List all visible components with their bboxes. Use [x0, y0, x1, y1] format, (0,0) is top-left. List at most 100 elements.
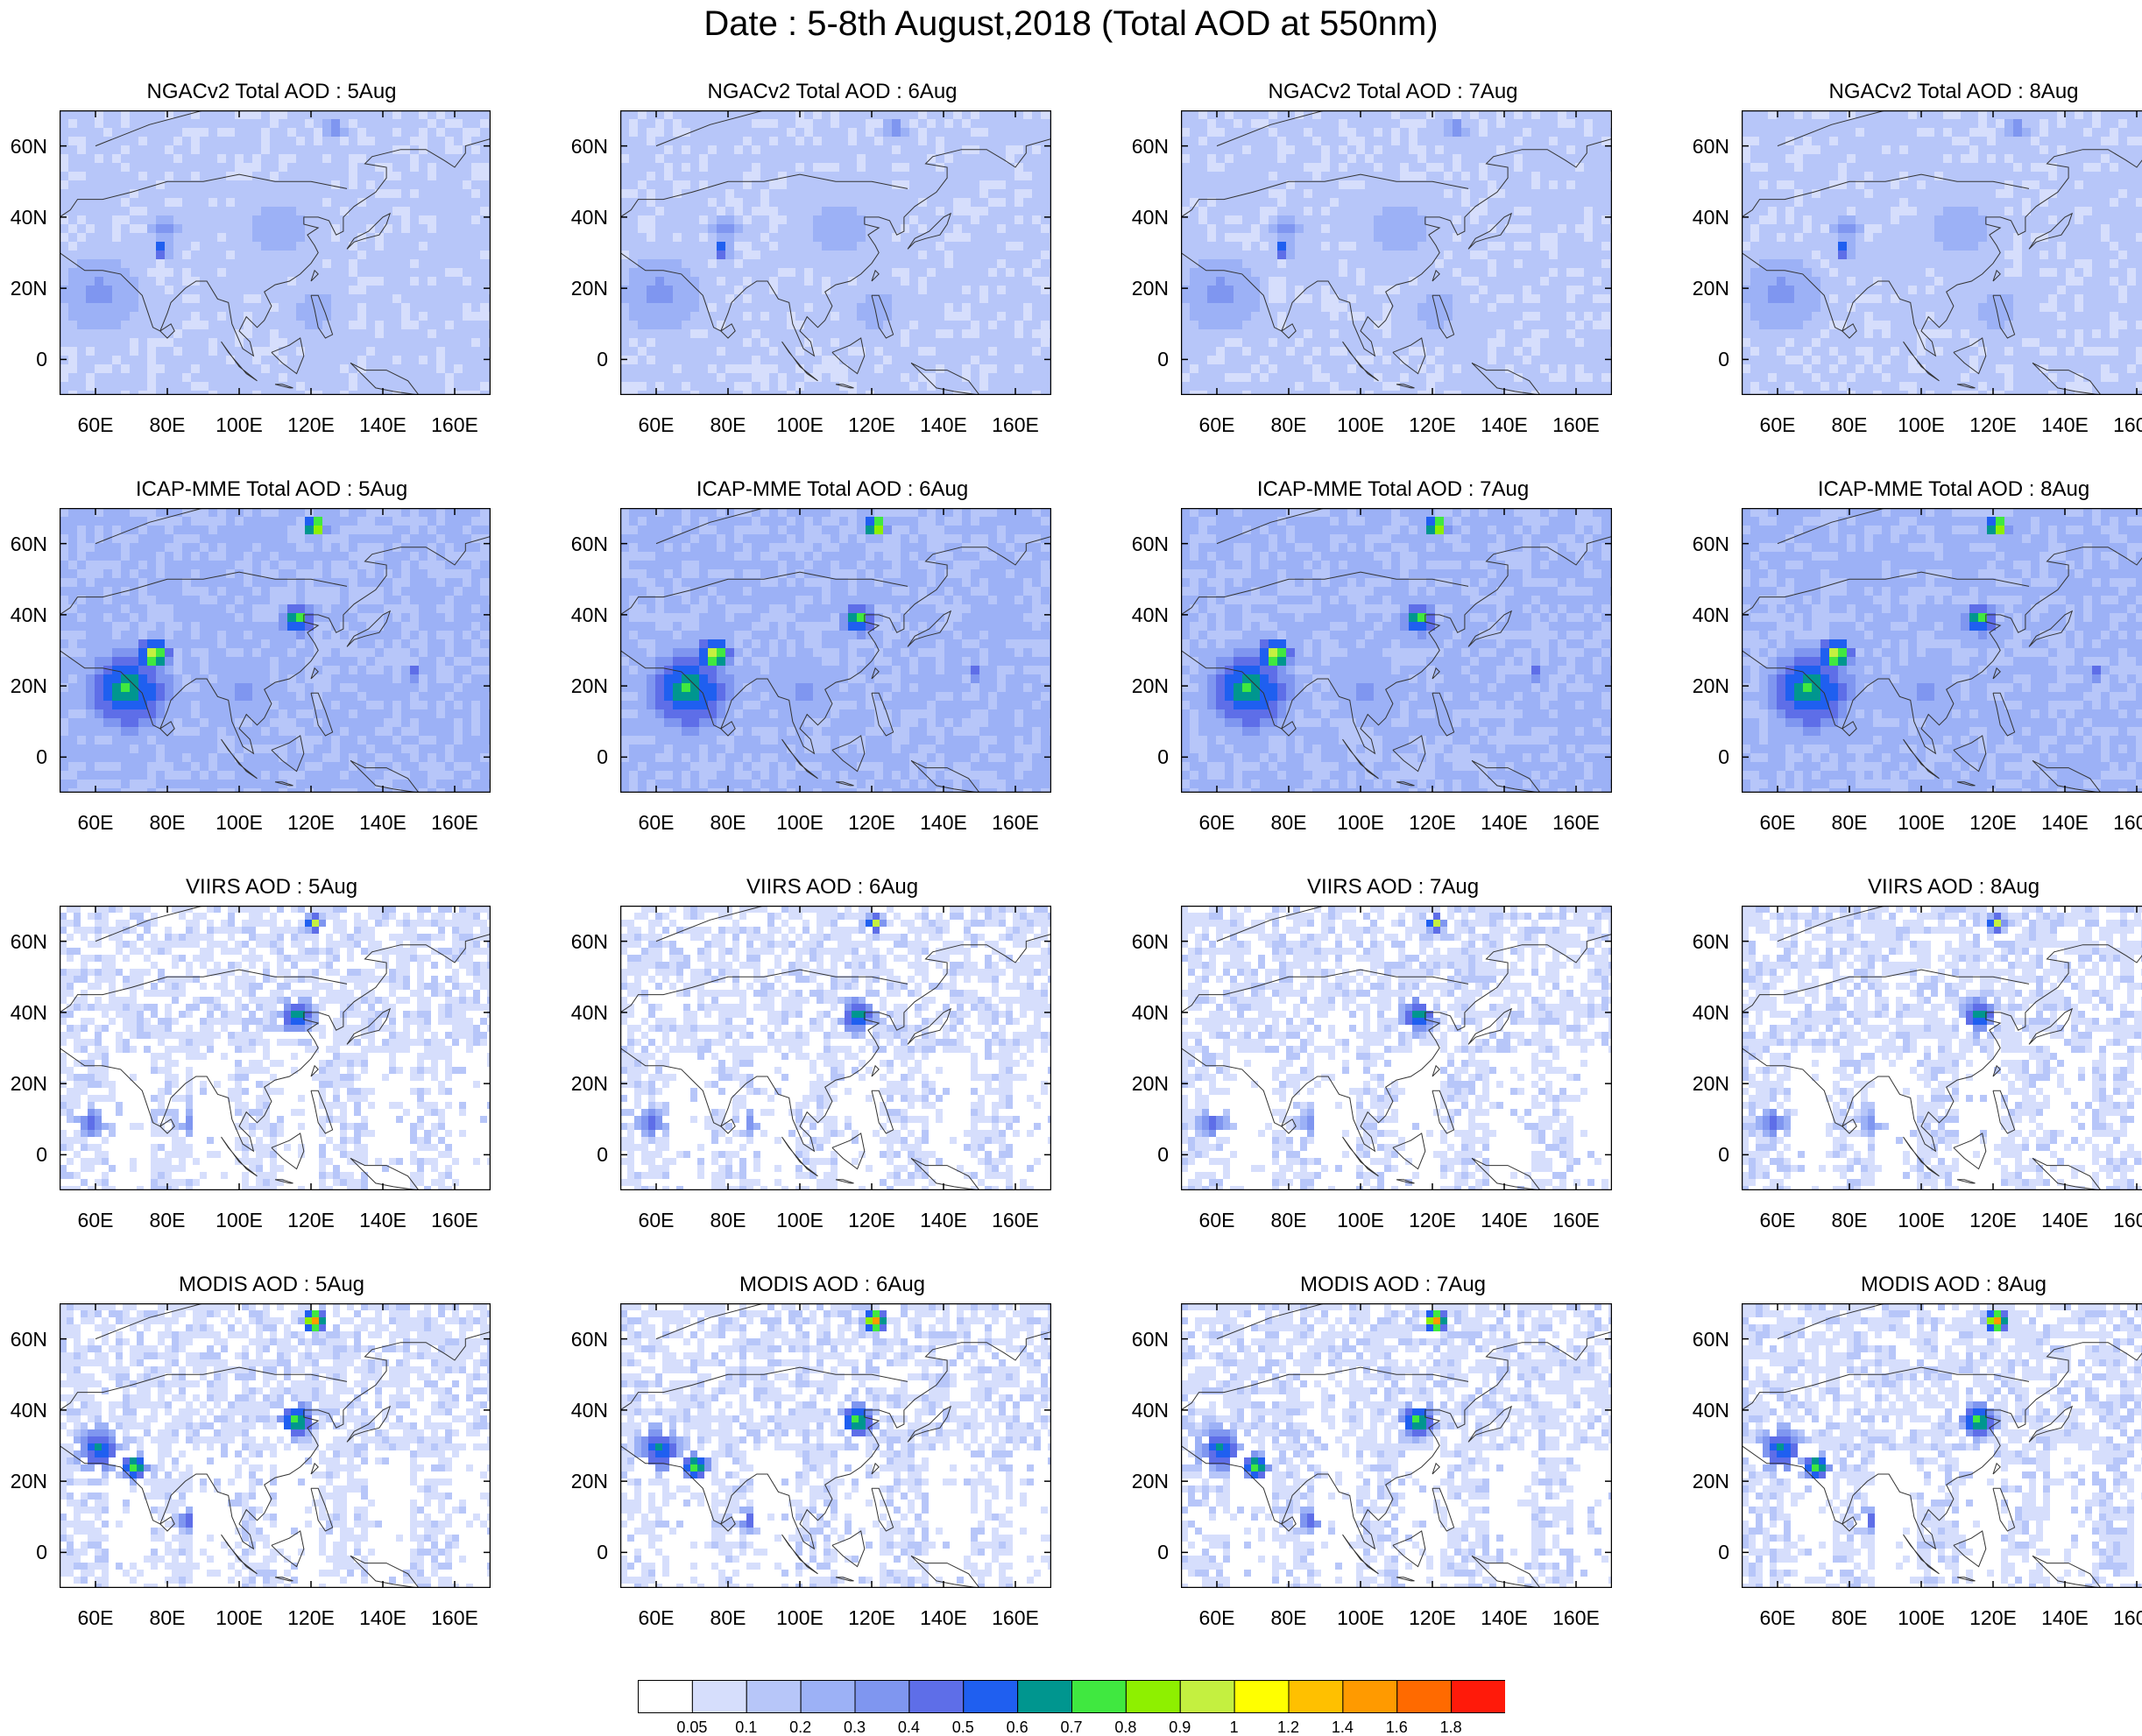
colorbar-swatch	[639, 1681, 693, 1713]
lat-tick-label: 0	[561, 1541, 608, 1563]
lon-tick-label: 140E	[348, 1209, 418, 1231]
panel-title: MODIS AOD : 5Aug	[53, 1272, 491, 1298]
map-frame	[60, 508, 491, 793]
colorbar-swatch	[1397, 1681, 1452, 1713]
lon-tick-label: 140E	[1469, 1209, 1539, 1231]
lon-tick-label: 160E	[980, 1209, 1050, 1231]
lon-tick-label: 120E	[837, 1209, 907, 1231]
map-frame	[1181, 508, 1612, 793]
lat-tick-label: 60N	[1121, 1328, 1169, 1351]
lon-tick-label: 100E	[1325, 1606, 1396, 1629]
map-frame	[620, 1303, 1051, 1588]
lon-tick-label: 60E	[1182, 1606, 1252, 1629]
lon-tick-label: 140E	[908, 1606, 979, 1629]
lat-tick-label: 40N	[561, 206, 608, 229]
aod-field	[60, 110, 491, 395]
lon-tick-label: 120E	[1958, 1606, 2028, 1629]
aod-map	[1742, 110, 2142, 395]
lon-tick-label: 80E	[1254, 413, 1324, 436]
lon-tick-label: 160E	[1541, 1606, 1611, 1629]
lon-tick-label: 120E	[1958, 811, 2028, 834]
colorbar-tick-label: 0.1	[720, 1718, 773, 1736]
lon-tick-label: 160E	[420, 413, 490, 436]
colorbar-swatch	[1072, 1681, 1127, 1713]
aod-map	[620, 508, 1051, 793]
lon-tick-label: 80E	[693, 1606, 763, 1629]
map-frame	[1742, 906, 2142, 1190]
lon-tick-label: 160E	[980, 1606, 1050, 1629]
colorbar-tick-label: 0.2	[774, 1718, 827, 1736]
lon-tick-label: 160E	[420, 1606, 490, 1629]
aod-map	[60, 1303, 491, 1588]
lon-tick-label: 120E	[276, 811, 346, 834]
lat-tick-label: 0	[0, 745, 47, 768]
lat-tick-label: 20N	[561, 277, 608, 300]
colorbar-swatch	[1018, 1681, 1072, 1713]
colorbar-swatch	[1180, 1681, 1234, 1713]
colorbar-tick-label: 1.6	[1370, 1718, 1423, 1736]
map-frame	[60, 906, 491, 1190]
lon-tick-label: 160E	[420, 1209, 490, 1231]
lat-tick-label: 0	[1121, 1143, 1169, 1166]
lat-tick-label: 0	[561, 745, 608, 768]
aod-field	[1742, 1303, 2142, 1588]
lon-tick-label: 140E	[2030, 413, 2100, 436]
lat-tick-label: 0	[0, 1143, 47, 1166]
lat-tick-label: 60N	[0, 1328, 47, 1351]
panel-title: ICAP-MME Total AOD : 7Aug	[1174, 476, 1612, 503]
aod-map	[1181, 508, 1612, 793]
lon-tick-label: 80E	[1254, 1209, 1324, 1231]
map-frame	[1181, 110, 1612, 395]
lon-tick-label: 80E	[1254, 1606, 1324, 1629]
lat-tick-label: 40N	[1121, 206, 1169, 229]
lat-tick-label: 0	[1682, 1541, 1729, 1563]
lon-tick-label: 120E	[1397, 811, 1467, 834]
lon-tick-label: 60E	[1182, 1209, 1252, 1231]
colorbar-swatch	[801, 1681, 855, 1713]
lon-tick-label: 80E	[1814, 811, 1884, 834]
lon-tick-label: 100E	[765, 1209, 835, 1231]
lon-tick-label: 160E	[2102, 811, 2142, 834]
lon-tick-label: 140E	[908, 811, 979, 834]
lon-tick-label: 140E	[2030, 1209, 2100, 1231]
lon-tick-label: 140E	[908, 1209, 979, 1231]
lat-tick-label: 40N	[0, 206, 47, 229]
aod-field	[60, 508, 491, 793]
lon-tick-label: 120E	[1397, 413, 1467, 436]
lat-tick-label: 20N	[1121, 277, 1169, 300]
map-frame	[620, 110, 1051, 395]
lon-tick-label: 80E	[132, 1209, 202, 1231]
panel-title: VIIRS AOD : 7Aug	[1174, 874, 1612, 900]
lat-tick-label: 40N	[1682, 1399, 1729, 1422]
aod-map	[620, 1303, 1051, 1588]
aod-field	[620, 1303, 1051, 1588]
lat-tick-label: 0	[1121, 1541, 1169, 1563]
lon-tick-label: 140E	[348, 1606, 418, 1629]
aod-field	[1742, 906, 2142, 1190]
colorbar-tick-label: 0.3	[829, 1718, 881, 1736]
lat-tick-label: 0	[0, 348, 47, 370]
aod-field	[1181, 508, 1612, 793]
lon-tick-label: 100E	[765, 1606, 835, 1629]
panel-title: ICAP-MME Total AOD : 5Aug	[53, 476, 491, 503]
colorbar-swatch	[964, 1681, 1018, 1713]
colorbar-swatch	[1126, 1681, 1180, 1713]
lat-tick-label: 60N	[1682, 533, 1729, 555]
panel-title: VIIRS AOD : 6Aug	[613, 874, 1051, 900]
aod-map	[60, 906, 491, 1190]
lat-tick-label: 40N	[0, 1001, 47, 1024]
lat-tick-label: 40N	[0, 1399, 47, 1422]
lon-tick-label: 60E	[60, 1209, 131, 1231]
map-frame	[1742, 1303, 2142, 1588]
aod-map	[1742, 1303, 2142, 1588]
lon-tick-label: 80E	[693, 1209, 763, 1231]
lon-tick-label: 100E	[1325, 1209, 1396, 1231]
